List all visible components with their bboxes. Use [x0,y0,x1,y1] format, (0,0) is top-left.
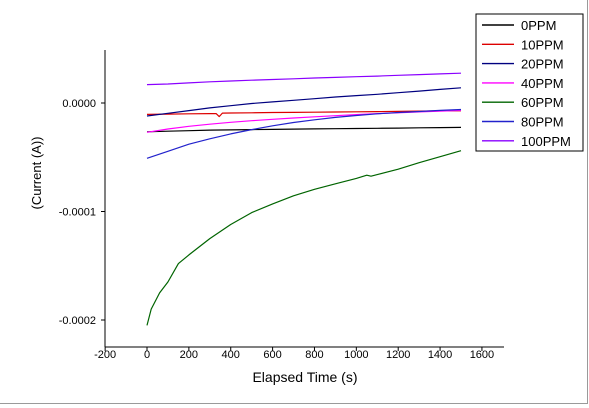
legend-label-100ppm: 100PPM [521,134,571,149]
series-line-100ppm [146,72,462,86]
x-tick-label: 1200 [386,349,410,361]
x-tick-label: 1600 [470,349,494,361]
legend-label-20ppm: 20PPM [521,57,564,72]
series-line-0ppm [146,126,462,133]
legend-label-80ppm: 80PPM [521,115,564,130]
x-tick-label: 1400 [428,349,452,361]
series-line-10ppm [146,110,462,118]
x-ticks: -200 0 200 400 600 800 1000 1200 1400 1600 [94,347,494,361]
legend-label-0ppm: 0PPM [521,18,556,33]
series-line-20ppm [146,87,462,117]
legend-label-10ppm: 10PPM [521,37,564,52]
y-tick-label: -0.0002 [59,315,96,327]
x-tick-label: -200 [94,349,116,361]
x-axis-label: Elapsed Time (s) [252,369,357,385]
y-axis-label: (Current (A)) [29,137,44,210]
x-tick-label: 1000 [344,349,368,361]
legend-label-60ppm: 60PPM [521,95,564,110]
y-ticks: 0.0000 -0.0001 -0.0002 [59,98,105,327]
legend: 0PPM 10PPM 20PPM 40PPM 60PPM 80PPM 100PPM [475,13,584,152]
x-tick-label: 600 [263,349,281,361]
x-tick-label: 800 [305,349,323,361]
series-line-60ppm [146,150,462,326]
series-lines [146,72,462,326]
x-tick-label: 400 [222,349,240,361]
series-line-80ppm [146,108,462,159]
y-tick-label: 0.0000 [62,98,96,110]
x-tick-label: 0 [144,349,150,361]
axes [104,50,504,348]
y-tick-label: -0.0001 [59,207,96,219]
x-tick-label: 200 [180,349,198,361]
legend-label-40ppm: 40PPM [521,76,564,91]
